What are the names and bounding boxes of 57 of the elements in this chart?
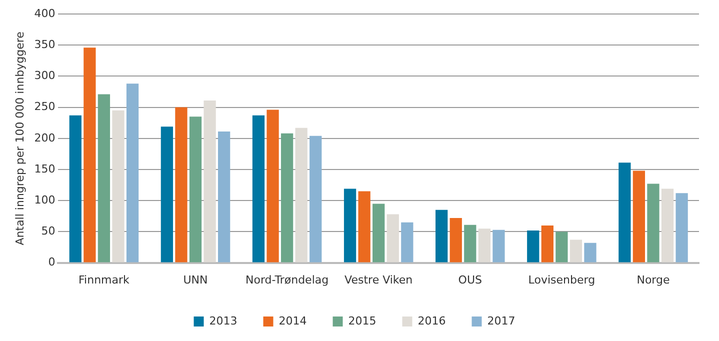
y-tick-label: 350 xyxy=(34,38,56,51)
bar xyxy=(204,100,216,262)
bar xyxy=(175,107,188,262)
bar xyxy=(464,224,476,262)
bar xyxy=(112,110,124,262)
bar xyxy=(478,228,490,262)
y-tick-label: 100 xyxy=(34,193,56,206)
bar xyxy=(69,115,82,262)
y-tick-label: 250 xyxy=(34,100,56,114)
x-tick-label: UNN xyxy=(183,273,208,286)
bar xyxy=(372,204,385,262)
x-tick-label: Nord-Trøndelag xyxy=(246,273,329,286)
bar xyxy=(541,225,554,262)
x-tick-label: Finnmark xyxy=(78,273,130,286)
bar xyxy=(84,48,96,262)
bar xyxy=(492,230,505,262)
legend-label: 2016 xyxy=(418,314,446,328)
legend-label: 2013 xyxy=(209,314,238,328)
x-tick-label: Norge xyxy=(636,273,670,286)
y-tick-label: 400 xyxy=(34,6,56,20)
bar xyxy=(218,132,230,262)
x-tick-label: Vestre Viken xyxy=(344,273,413,286)
bar xyxy=(632,170,646,262)
bar xyxy=(450,218,462,262)
y-tick-label: 300 xyxy=(34,69,56,82)
x-tick-label: OUS xyxy=(458,273,482,286)
bar xyxy=(266,110,279,262)
bar xyxy=(436,210,448,262)
bar xyxy=(295,128,308,262)
bar xyxy=(584,242,596,262)
bar xyxy=(647,184,660,262)
bar xyxy=(280,133,294,262)
bar xyxy=(556,232,568,262)
x-tick-label: Lovisenberg xyxy=(528,273,596,286)
bar xyxy=(344,188,356,262)
bar xyxy=(310,136,322,262)
y-tick-label: 50 xyxy=(41,224,56,238)
bar xyxy=(401,222,414,262)
y-tick-label: 200 xyxy=(34,131,56,144)
bar xyxy=(189,116,202,262)
bar xyxy=(358,191,370,262)
legend-label: 2014 xyxy=(278,314,307,328)
bar xyxy=(676,193,688,262)
bar xyxy=(386,214,399,262)
y-tick-label: 150 xyxy=(34,162,56,176)
bar xyxy=(160,126,174,262)
bar xyxy=(252,115,265,262)
bar xyxy=(618,162,631,262)
bar xyxy=(527,230,540,262)
bar xyxy=(98,94,110,262)
bar xyxy=(661,188,674,262)
y-tick-label: 0 xyxy=(48,256,56,269)
bar xyxy=(126,84,139,262)
y-axis-title: Antall inngrep per 100 000 innbyggere xyxy=(13,31,26,246)
bar xyxy=(570,240,582,262)
legend-label: 2015 xyxy=(348,314,376,328)
legend-label: 2017 xyxy=(487,314,516,328)
